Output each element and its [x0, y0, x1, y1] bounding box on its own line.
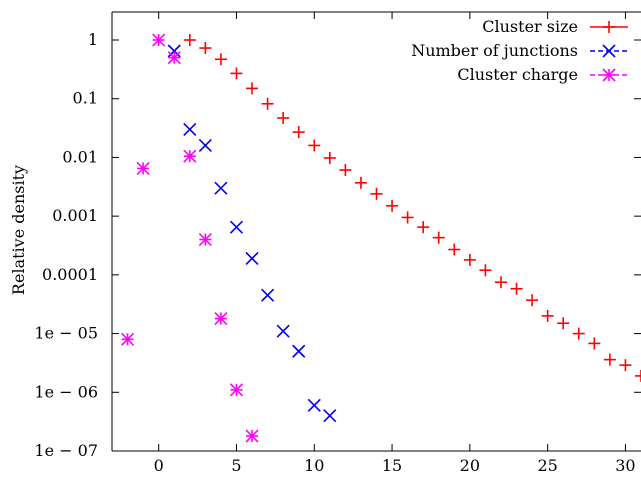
- data-point: [198, 232, 212, 247]
- y-tick-label: 1e − 07: [34, 441, 98, 460]
- data-point: [510, 282, 523, 295]
- legend-label: Cluster charge: [457, 65, 578, 84]
- data-point: [214, 181, 228, 195]
- data-point: [120, 332, 135, 346]
- data-point: [183, 149, 197, 163]
- legend-marker: [602, 44, 616, 58]
- data-point: [167, 51, 181, 65]
- legend-label: Number of junctions: [411, 41, 578, 60]
- series-number-of-junctions: [167, 44, 337, 423]
- data-point: [261, 288, 275, 302]
- data-point: [557, 317, 570, 330]
- legend-label: Cluster size: [482, 17, 578, 36]
- data-point: [229, 383, 244, 397]
- data-point: [432, 231, 445, 244]
- x-tick-label: 20: [460, 456, 480, 475]
- data-point: [214, 312, 228, 326]
- series-layer: [120, 33, 641, 443]
- data-point: [230, 67, 243, 80]
- data-point: [246, 82, 259, 95]
- plot-frame: [111, 11, 641, 452]
- axis-ticks: 0 5 10 15 20 25 30 1 0.1 0.01 0.001 0.0001 1e − 05 1e…: [34, 12, 641, 475]
- y-tick-label: 0.1: [73, 89, 98, 108]
- data-point: [292, 126, 305, 139]
- series-cluster-charge: [120, 33, 259, 443]
- data-point: [183, 122, 197, 136]
- data-point: [323, 151, 336, 164]
- x-tick-label: 0: [154, 456, 164, 475]
- data-point: [183, 34, 196, 47]
- x-tick-label: 25: [537, 456, 557, 475]
- data-point: [339, 164, 352, 177]
- data-point: [199, 42, 212, 55]
- data-point: [354, 176, 367, 189]
- data-point: [619, 359, 632, 372]
- data-point: [448, 243, 461, 256]
- data-point: [229, 220, 244, 234]
- data-point: [277, 111, 290, 124]
- y-axis-label: Relative density: [9, 165, 28, 295]
- legend-marker: [602, 68, 616, 82]
- legend: Cluster size Number of junctions Cluster c…: [411, 17, 628, 84]
- data-point: [276, 324, 290, 338]
- x-tick-label: 30: [615, 456, 635, 475]
- data-point: [292, 344, 306, 358]
- legend-marker: [603, 21, 615, 33]
- data-point: [198, 138, 212, 153]
- y-tick-label: 0.0001: [42, 265, 98, 284]
- data-point: [635, 369, 641, 382]
- x-tick-label: 5: [231, 456, 241, 475]
- y-tick-label: 1e − 05: [34, 324, 98, 343]
- data-point: [479, 264, 492, 277]
- data-point: [401, 211, 414, 224]
- x-tick-label: 15: [382, 456, 402, 475]
- data-point: [603, 353, 616, 366]
- data-point: [167, 44, 181, 58]
- data-point: [245, 251, 259, 266]
- data-point: [136, 161, 150, 175]
- y-tick-label: 1: [88, 30, 98, 49]
- data-point: [308, 139, 321, 152]
- data-point: [245, 429, 259, 443]
- data-point: [526, 294, 539, 307]
- data-point: [307, 398, 321, 412]
- data-point: [494, 276, 507, 289]
- series-cluster-size: [183, 34, 641, 382]
- data-point: [323, 409, 337, 423]
- y-tick-label: 0.01: [62, 147, 98, 166]
- data-point: [386, 199, 399, 212]
- y-tick-label: 1e − 06: [34, 382, 98, 401]
- data-point: [588, 337, 601, 350]
- data-point: [572, 327, 585, 340]
- data-point: [261, 97, 274, 110]
- data-point: [152, 33, 166, 47]
- x-tick-label: 10: [304, 456, 324, 475]
- data-point: [463, 253, 476, 266]
- y-tick-label: 0.001: [52, 206, 98, 225]
- data-point: [417, 221, 430, 234]
- data-point: [541, 309, 554, 322]
- data-point: [214, 53, 227, 66]
- data-point: [370, 187, 383, 200]
